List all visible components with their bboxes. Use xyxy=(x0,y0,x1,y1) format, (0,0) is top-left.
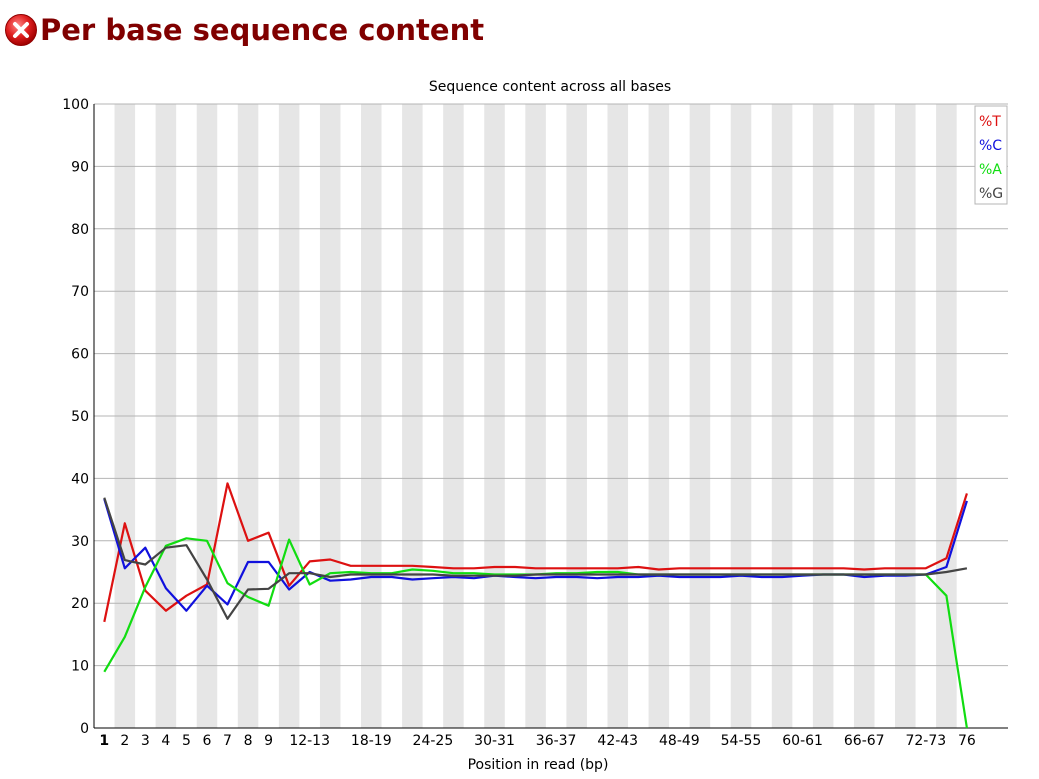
y-tick-label: 70 xyxy=(71,284,89,300)
x-tick-label: 54-55 xyxy=(721,733,762,749)
y-tick-label: 100 xyxy=(62,97,89,113)
series-lines xyxy=(103,482,968,729)
y-tick-label: 90 xyxy=(71,159,89,175)
legend-box xyxy=(974,105,1008,205)
legend-entry: %G xyxy=(979,186,1003,202)
error-icon xyxy=(5,14,37,46)
axes: 0 10 20 30 40 50 60 70 80 90 100 1 2 3 4 5 6 7 8 9 12-13 18-1… xyxy=(62,97,1008,749)
x-tick-label: 5 xyxy=(182,733,191,749)
x-tick-label: 7 xyxy=(223,733,232,749)
x-tick-label: 6 xyxy=(203,733,212,749)
legend-entry: %C xyxy=(979,138,1002,154)
x-tick-label: 66-67 xyxy=(844,733,885,749)
x-tick-label: 36-37 xyxy=(536,733,577,749)
grid-lines xyxy=(94,103,1008,667)
legend-entry: %T xyxy=(979,114,1001,130)
x-tick-label: 60-61 xyxy=(782,733,823,749)
x-tick-label: 24-25 xyxy=(413,733,454,749)
x-tick-label: 72-73 xyxy=(905,733,946,749)
y-tick-label: 40 xyxy=(71,471,89,487)
y-tick-label: 20 xyxy=(71,596,89,612)
x-tick-label: 2 xyxy=(120,733,129,749)
y-tick-label: 50 xyxy=(71,409,89,425)
y-tick-label: 30 xyxy=(71,534,89,550)
x-tick-label: 76 xyxy=(958,733,976,749)
x-tick-label: 18-19 xyxy=(351,733,392,749)
module-header: Per base sequence content xyxy=(4,8,484,52)
legend: %T %C %A %G xyxy=(974,105,1008,205)
x-tick-label: 3 xyxy=(141,733,150,749)
series-line-pct-g xyxy=(103,497,968,620)
y-tick-label: 80 xyxy=(71,222,89,238)
x-tick-label: 1 xyxy=(99,733,109,749)
x-tick-label: 30-31 xyxy=(474,733,515,749)
x-tick-label: 42-43 xyxy=(597,733,638,749)
x-tick-label: 9 xyxy=(264,733,273,749)
y-tick-label: 60 xyxy=(71,347,89,363)
x-tick-label: 8 xyxy=(244,733,253,749)
series-line-pct-t xyxy=(103,482,968,623)
y-tick-label: 10 xyxy=(71,659,89,675)
y-tick-label: 0 xyxy=(80,721,89,737)
chart-title: Sequence content across all bases xyxy=(429,79,671,95)
page-title: Per base sequence content xyxy=(40,13,485,47)
x-tick-label: 4 xyxy=(161,733,170,749)
legend-entry: %A xyxy=(979,162,1002,178)
x-tick-label: 48-49 xyxy=(659,733,700,749)
x-tick-label: 12-13 xyxy=(289,733,330,749)
x-axis-label: Position in read (bp) xyxy=(468,757,609,773)
